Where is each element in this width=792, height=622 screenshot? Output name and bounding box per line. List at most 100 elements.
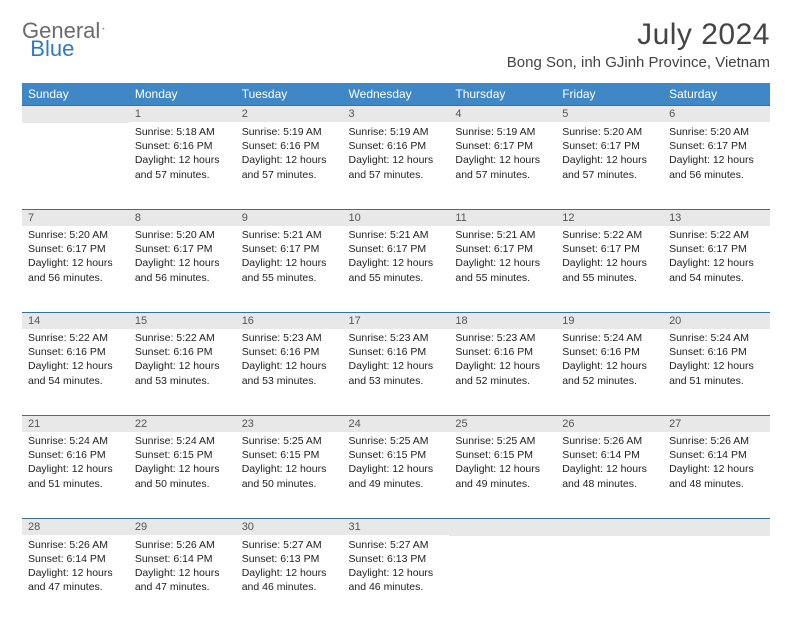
daylight-line: Daylight: 12 hours and 52 minutes. xyxy=(562,359,657,387)
day-number: 21 xyxy=(22,416,129,432)
daylight-line: Daylight: 12 hours and 49 minutes. xyxy=(455,462,550,490)
sunset-line: Sunset: 6:17 PM xyxy=(562,242,657,256)
daycontent-cell: Sunrise: 5:26 AMSunset: 6:14 PMDaylight:… xyxy=(663,432,770,518)
sunrise-line: Sunrise: 5:21 AM xyxy=(349,228,444,242)
day-cell: Sunrise: 5:21 AMSunset: 6:17 PMDaylight:… xyxy=(236,226,343,289)
sunset-line: Sunset: 6:16 PM xyxy=(455,345,550,359)
daylight-line: Daylight: 12 hours and 57 minutes. xyxy=(562,153,657,181)
month-title: July 2024 xyxy=(507,18,770,52)
sunset-line: Sunset: 6:16 PM xyxy=(135,345,230,359)
weekday-header: Saturday xyxy=(663,83,770,106)
weekday-header-row: SundayMondayTuesdayWednesdayThursdayFrid… xyxy=(22,83,770,106)
daynum-cell: 14 xyxy=(22,312,129,329)
day-number: 15 xyxy=(129,313,236,329)
day-cell: Sunrise: 5:26 AMSunset: 6:14 PMDaylight:… xyxy=(663,432,770,495)
daycell-row: Sunrise: 5:20 AM Sunset: 6:17 PM Daylight:… xyxy=(22,226,770,312)
day-cell: Sunrise: 5:27 AMSunset: 6:13 PMDaylight:… xyxy=(236,536,343,599)
day-number: 1 xyxy=(129,106,236,122)
daycontent-cell: Sunrise: 5:21 AMSunset: 6:17 PMDaylight:… xyxy=(449,226,556,312)
sunrise-line: Sunrise: 5:20 AM xyxy=(135,228,230,242)
sunset-line: Sunset: 6:14 PM xyxy=(28,552,123,566)
weekday-header: Monday xyxy=(129,83,236,106)
daylight-line: Daylight: 12 hours and 55 minutes. xyxy=(455,256,550,284)
daylight-line: Daylight: 12 hours and 53 minutes. xyxy=(349,359,444,387)
daycontent-cell: Sunrise: 5:24 AMSunset: 6:16 PMDaylight:… xyxy=(556,329,663,415)
daylight-line: Daylight: 12 hours and 56 minutes. xyxy=(28,256,123,284)
day-cell: Sunrise: 5:22 AMSunset: 6:17 PMDaylight:… xyxy=(663,226,770,289)
daycontent-cell: Sunrise: 5:23 AMSunset: 6:16 PMDaylight:… xyxy=(343,329,450,415)
sunrise-line: Sunrise: 5:24 AM xyxy=(28,434,123,448)
daycontent-cell: Sunrise: 5:20 AMSunset: 6:17 PMDaylight:… xyxy=(663,123,770,209)
daycell-row: Sunrise: 5:18 AMSunset: 6:16 PMDaylight:… xyxy=(22,123,770,209)
daynum-cell: 1 xyxy=(129,106,236,124)
daylight-line: Daylight: 12 hours and 47 minutes. xyxy=(28,566,123,594)
day-number: 3 xyxy=(343,106,450,122)
sunrise-line: Sunrise: 5:23 AM xyxy=(455,331,550,345)
calendar-body: 123456Sunrise: 5:18 AMSunset: 6:16 PMDay… xyxy=(22,106,770,622)
daynum-cell: 15 xyxy=(129,312,236,329)
logo: General Blue xyxy=(22,18,172,44)
daynum-cell: 25 xyxy=(449,415,556,432)
daycontent-cell: Sunrise: 5:26 AMSunset: 6:14 PMDaylight:… xyxy=(556,432,663,518)
day-cell: Sunrise: 5:24 AMSunset: 6:16 PMDaylight:… xyxy=(22,432,129,495)
day-number: 23 xyxy=(236,416,343,432)
day-number: 9 xyxy=(236,210,343,226)
empty-daynum xyxy=(663,519,770,536)
daycontent-cell: Sunrise: 5:20 AMSunset: 6:17 PMDaylight:… xyxy=(556,123,663,209)
daynum-cell: 18 xyxy=(449,312,556,329)
daynum-cell: 11 xyxy=(449,209,556,226)
sunrise-line: Sunrise: 5:25 AM xyxy=(349,434,444,448)
day-number: 4 xyxy=(449,106,556,122)
daynum-cell: 2 xyxy=(236,106,343,124)
sunrise-line: Sunrise: 5:22 AM xyxy=(562,228,657,242)
daylight-line: Daylight: 12 hours and 57 minutes. xyxy=(349,153,444,181)
day-number: 11 xyxy=(449,210,556,226)
weekday-header: Thursday xyxy=(449,83,556,106)
daynum-row: 14151617181920 xyxy=(22,312,770,329)
daylight-line: Daylight: 12 hours and 53 minutes. xyxy=(242,359,337,387)
daynum-cell: 9 xyxy=(236,209,343,226)
daynum-cell: 8 xyxy=(129,209,236,226)
sunrise-line: Sunrise: 5:20 AM xyxy=(562,125,657,139)
daycontent-cell: Sunrise: 5:22 AMSunset: 6:17 PMDaylight:… xyxy=(663,226,770,312)
daynum-cell: 7 xyxy=(22,209,129,226)
day-number: 26 xyxy=(556,416,663,432)
daynum-cell: 12 xyxy=(556,209,663,226)
day-number: 16 xyxy=(236,313,343,329)
day-number: 19 xyxy=(556,313,663,329)
sunset-line: Sunset: 6:14 PM xyxy=(669,448,764,462)
day-cell: Sunrise: 5:20 AMSunset: 6:17 PMDaylight:… xyxy=(556,123,663,186)
title-block: July 2024 Bong Son, inh GJinh Province, … xyxy=(507,18,770,71)
sunrise-line: Sunrise: 5:25 AM xyxy=(455,434,550,448)
day-number: 6 xyxy=(663,106,770,122)
daylight-line: Daylight: 12 hours and 46 minutes. xyxy=(242,566,337,594)
sunrise-line: Sunrise: 5:19 AM xyxy=(349,125,444,139)
sunrise-line: Sunrise: 5:19 AM xyxy=(242,125,337,139)
daycontent-cell: Sunrise: 5:20 AMSunset: 6:17 PMDaylight:… xyxy=(129,226,236,312)
empty-cell xyxy=(449,536,556,542)
sunset-line: Sunset: 6:16 PM xyxy=(349,139,444,153)
day-number: 5 xyxy=(556,106,663,122)
daylight-line: Daylight: 12 hours and 57 minutes. xyxy=(135,153,230,181)
day-cell: Sunrise: 5:23 AMSunset: 6:16 PMDaylight:… xyxy=(343,329,450,392)
daynum-row: 28293031 xyxy=(22,518,770,536)
empty-daynum xyxy=(22,106,129,123)
sunrise-line: Sunrise: 5:22 AM xyxy=(669,228,764,242)
sunrise-line: Sunrise: 5:23 AM xyxy=(349,331,444,345)
daycontent-cell: Sunrise: 5:24 AMSunset: 6:15 PMDaylight:… xyxy=(129,432,236,518)
sunrise-line: Sunrise: 5:24 AM xyxy=(562,331,657,345)
day-number: 25 xyxy=(449,416,556,432)
daynum-cell: 24 xyxy=(343,415,450,432)
sunrise-line: Sunrise: 5:24 AM xyxy=(669,331,764,345)
daylight-line: Daylight: 12 hours and 51 minutes. xyxy=(669,359,764,387)
sunrise-line: Sunrise: 5:26 AM xyxy=(135,538,230,552)
daylight-line: Daylight: 12 hours and 50 minutes. xyxy=(135,462,230,490)
daylight-line: Daylight: 12 hours and 55 minutes. xyxy=(349,256,444,284)
daycontent-cell: Sunrise: 5:19 AMSunset: 6:16 PMDaylight:… xyxy=(236,123,343,209)
daycontent-cell: Sunrise: 5:26 AMSunset: 6:14 PMDaylight:… xyxy=(22,536,129,622)
daylight-line: Daylight: 12 hours and 50 minutes. xyxy=(242,462,337,490)
daynum-cell xyxy=(22,106,129,124)
daycontent-cell: Sunrise: 5:21 AMSunset: 6:17 PMDaylight:… xyxy=(343,226,450,312)
daycontent-cell: Sunrise: 5:24 AMSunset: 6:16 PMDaylight:… xyxy=(663,329,770,415)
daycontent-cell: Sunrise: 5:22 AMSunset: 6:17 PMDaylight:… xyxy=(556,226,663,312)
